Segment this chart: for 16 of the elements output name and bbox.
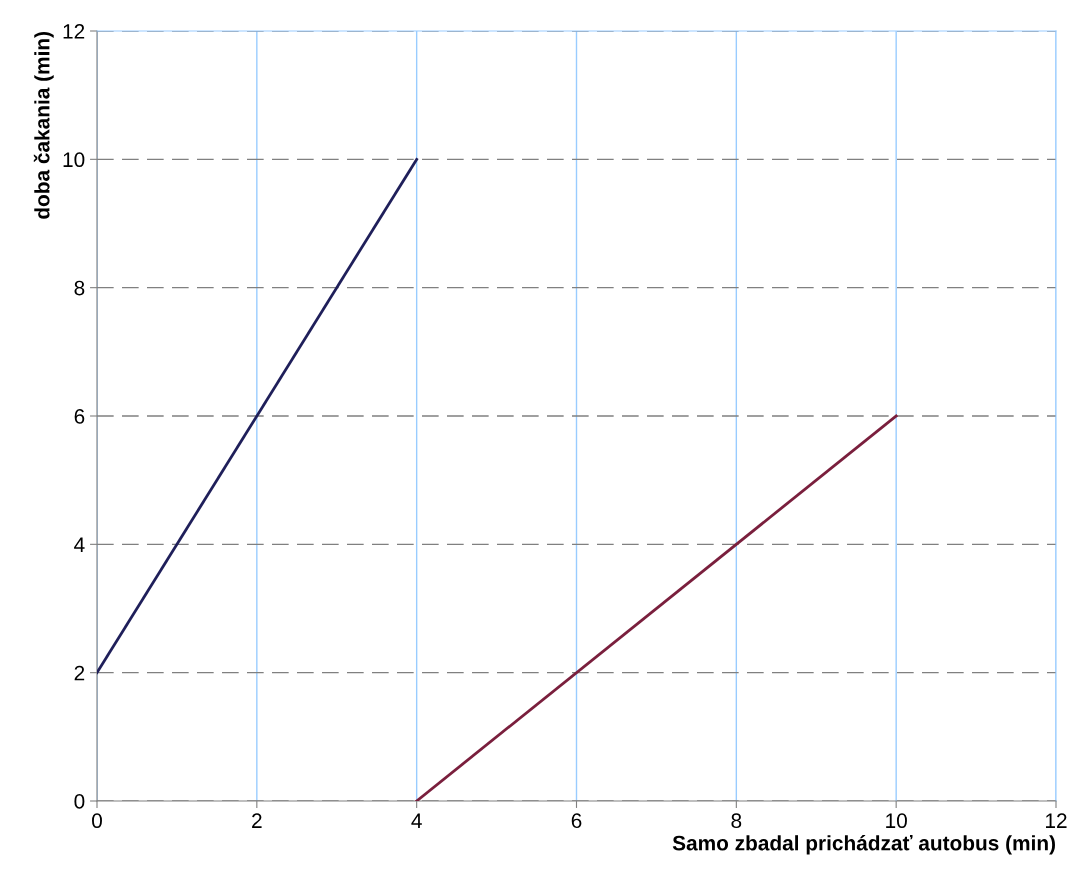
y-tick-label: 2 xyxy=(74,665,85,681)
y-axis-title: doba čakania (min) xyxy=(33,32,54,219)
x-tick-label: 12 xyxy=(1046,813,1067,828)
y-tick-label: 10 xyxy=(63,152,85,168)
x-tick-label: 10 xyxy=(886,813,907,829)
y-tick-label: 4 xyxy=(74,537,85,552)
y-tick-label: 6 xyxy=(74,409,85,424)
x-tick-label: 6 xyxy=(571,813,582,829)
x-tick-label: 0 xyxy=(92,813,102,829)
y-tick-label: 0 xyxy=(74,794,85,809)
y-tick-label: 8 xyxy=(74,280,85,296)
x-tick-label: 8 xyxy=(731,813,742,829)
x-axis-title: Samo zbadal prichádzať autobus (min) xyxy=(672,835,1055,855)
y-tick-label: 12 xyxy=(63,24,85,39)
x-tick-label: 2 xyxy=(252,813,262,828)
x-tick-label: 4 xyxy=(411,813,422,828)
